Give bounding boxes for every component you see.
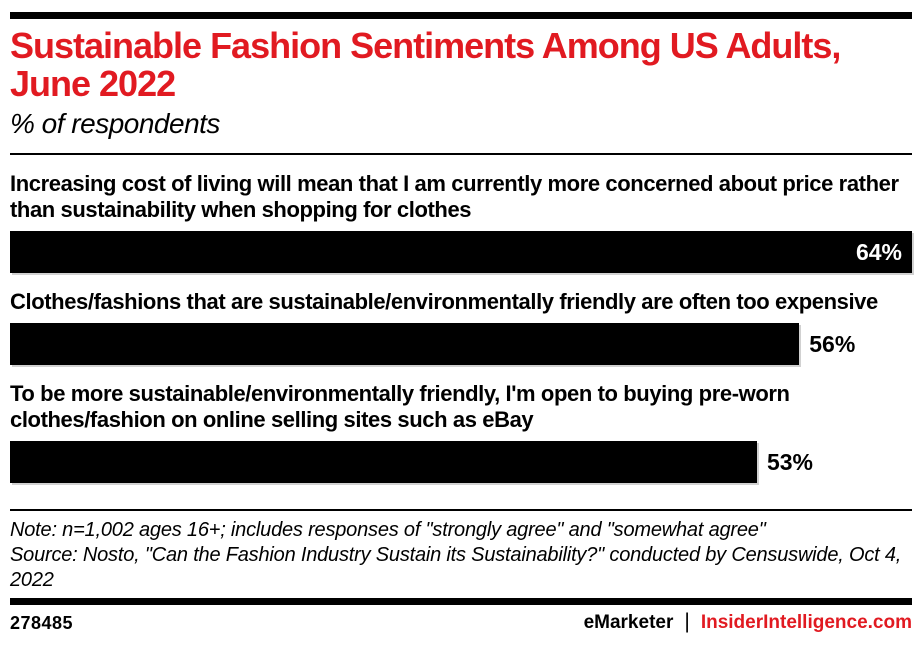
bar-value-label: 56% (809, 330, 856, 357)
footnote: Note: n=1,002 ages 16+; includes respons… (10, 518, 912, 593)
header: Sustainable Fashion Sentiments Among US … (10, 27, 912, 139)
page-title-line-1: Sustainable Fashion Sentiments Among US … (10, 25, 841, 66)
bar-track: 56% (10, 323, 912, 365)
brand-divider: | (684, 610, 690, 633)
chart-row: Clothes/fashions that are sustainable/en… (10, 289, 912, 365)
emarketer-logo: eMarketer (583, 612, 674, 633)
chart-page: Sustainable Fashion Sentiments Among US … (10, 12, 912, 635)
footer-rule (10, 598, 912, 605)
chart-rows: Increasing cost of living will mean that… (10, 171, 912, 483)
chart-id: 278485 (10, 612, 74, 633)
bar-track: 53% (10, 441, 912, 483)
header-divider (10, 153, 912, 155)
bar (10, 323, 800, 365)
branding: eMarketer | InsiderIntelligence.com (583, 610, 912, 635)
top-rule (10, 12, 912, 19)
bar-category-label: Increasing cost of living will mean that… (10, 171, 899, 222)
bar-value-label: 64% (855, 238, 902, 265)
chart-subtitle: % of respondents (10, 108, 220, 139)
bar-category-label: To be more sustainable/environmentally f… (10, 381, 790, 432)
chart: Increasing cost of living will mean that… (10, 171, 912, 483)
chart-row: Increasing cost of living will mean that… (10, 171, 912, 273)
bar-category-label: Clothes/fashions that are sustainable/en… (10, 289, 878, 314)
note-divider (10, 509, 912, 511)
insider-intelligence-logo: InsiderIntelligence.com (700, 612, 912, 633)
note-text: Note: n=1,002 ages 16+; includes respons… (10, 519, 766, 541)
page-title: Sustainable Fashion Sentiments Among US … (10, 27, 912, 103)
page-title-line-2: June 2022 (10, 63, 176, 104)
chart-row: To be more sustainable/environmentally f… (10, 381, 912, 483)
source-text: Source: Nosto, "Can the Fashion Industry… (10, 544, 902, 591)
bar-track: 64% (10, 231, 912, 273)
bar-value-label: 53% (766, 448, 814, 475)
footer: 278485 eMarketer | InsiderIntelligence.c… (10, 610, 912, 635)
bar: 64% (10, 231, 912, 273)
bar (10, 441, 757, 483)
